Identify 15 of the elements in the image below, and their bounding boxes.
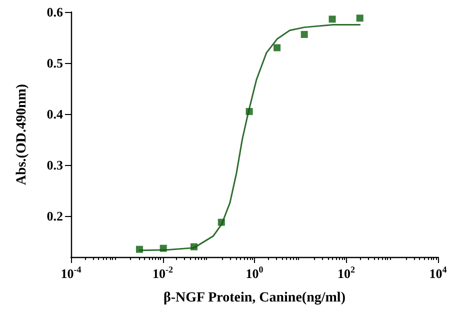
x-axis-title: β-NGF Protein, Canine(ng/ml): [164, 290, 346, 306]
y-tick-label: 0.5: [46, 56, 64, 71]
point: [328, 16, 336, 23]
point: [190, 243, 198, 250]
point: [300, 30, 308, 38]
y-tick-label: 0.6: [46, 4, 64, 20]
y-tick-label: 0.4: [46, 106, 64, 122]
y-axis-title: Abs.(OD.490nm): [14, 84, 30, 186]
point: [356, 14, 364, 22]
y-tick-label: 0.2: [46, 208, 63, 224]
point: [136, 246, 143, 253]
point: [274, 44, 281, 52]
point: [246, 108, 253, 116]
y-tick-label: 0.3: [46, 158, 64, 173]
point: [218, 218, 225, 226]
